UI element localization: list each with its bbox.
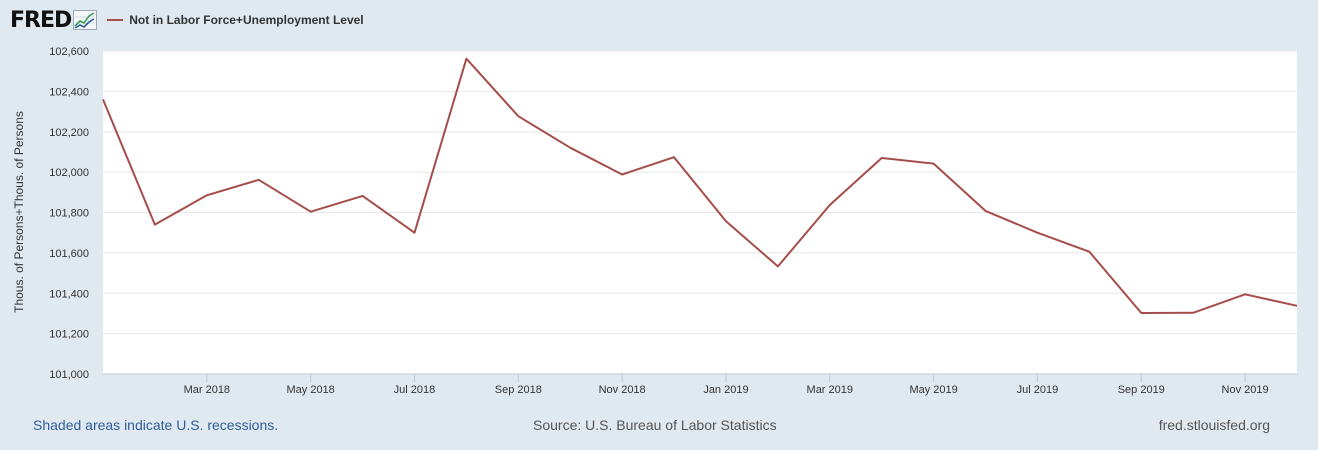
data-point bbox=[1088, 251, 1090, 253]
legend-line-swatch bbox=[107, 19, 124, 21]
series-line bbox=[102, 57, 1298, 314]
x-tick-label: May 2019 bbox=[909, 384, 957, 396]
data-point bbox=[673, 156, 675, 158]
x-tick-label: Jul 2019 bbox=[1017, 384, 1059, 396]
data-point bbox=[881, 157, 883, 159]
chart-header: FRED Not in Labor Force+Unemployment Lev… bbox=[10, 7, 364, 33]
data-point bbox=[465, 58, 467, 60]
x-tick-label: Nov 2019 bbox=[1222, 384, 1269, 396]
data-point bbox=[413, 232, 415, 234]
y-tick-label: 102,400 bbox=[49, 86, 89, 98]
fred-logo[interactable]: FRED bbox=[10, 7, 98, 33]
chart-trend-icon bbox=[73, 10, 98, 30]
x-tick-label: Mar 2018 bbox=[184, 384, 230, 396]
data-point bbox=[1192, 312, 1194, 314]
y-tick-label: 102,600 bbox=[49, 46, 89, 58]
y-tick-label: 101,000 bbox=[49, 369, 89, 381]
data-point bbox=[569, 147, 571, 149]
source-note: Source: U.S. Bureau of Labor Statistics bbox=[533, 417, 777, 433]
data-point bbox=[206, 194, 208, 196]
data-point bbox=[310, 211, 312, 213]
legend: Not in Labor Force+Unemployment Level bbox=[107, 13, 364, 27]
data-point bbox=[985, 210, 987, 212]
x-tick-label: Jan 2019 bbox=[703, 384, 748, 396]
y-tick-label: 101,400 bbox=[49, 288, 89, 300]
line-chart: 101,000 101,200 101,400 101,600 101,800 102,0… bbox=[49, 46, 1298, 396]
site-link[interactable]: fred.stlouisfed.org bbox=[1158, 417, 1270, 433]
data-point bbox=[1036, 232, 1038, 234]
data-point bbox=[362, 195, 364, 197]
fred-logo-text: FRED bbox=[10, 7, 72, 33]
y-tick-label: 102,200 bbox=[49, 127, 89, 139]
y-tick-label: 101,800 bbox=[49, 208, 89, 220]
x-tick-label: Mar 2019 bbox=[807, 384, 853, 396]
x-tick-label: Jul 2018 bbox=[394, 384, 436, 396]
data-point bbox=[1140, 312, 1142, 314]
data-point bbox=[933, 163, 935, 165]
x-tick-label: Sep 2019 bbox=[1118, 384, 1165, 396]
y-tick-label: 101,200 bbox=[49, 329, 89, 341]
data-point bbox=[258, 179, 260, 181]
data-point bbox=[517, 115, 519, 117]
legend-label: Not in Labor Force+Unemployment Level bbox=[129, 13, 364, 27]
data-point bbox=[777, 265, 779, 267]
y-tick-label: 102,000 bbox=[49, 167, 89, 179]
x-tick-label: May 2018 bbox=[286, 384, 334, 396]
data-point bbox=[1296, 305, 1298, 307]
data-point bbox=[725, 220, 727, 222]
data-point bbox=[1244, 293, 1246, 295]
data-point bbox=[154, 224, 156, 226]
data-point bbox=[621, 174, 623, 176]
y-tick-label: 101,600 bbox=[49, 248, 89, 260]
x-tick-label: Nov 2018 bbox=[599, 384, 646, 396]
recessions-note-link[interactable]: Shaded areas indicate U.S. recessions. bbox=[33, 417, 279, 433]
data-point bbox=[829, 204, 831, 206]
data-point bbox=[102, 98, 104, 100]
x-tick-label: Sep 2018 bbox=[495, 384, 542, 396]
